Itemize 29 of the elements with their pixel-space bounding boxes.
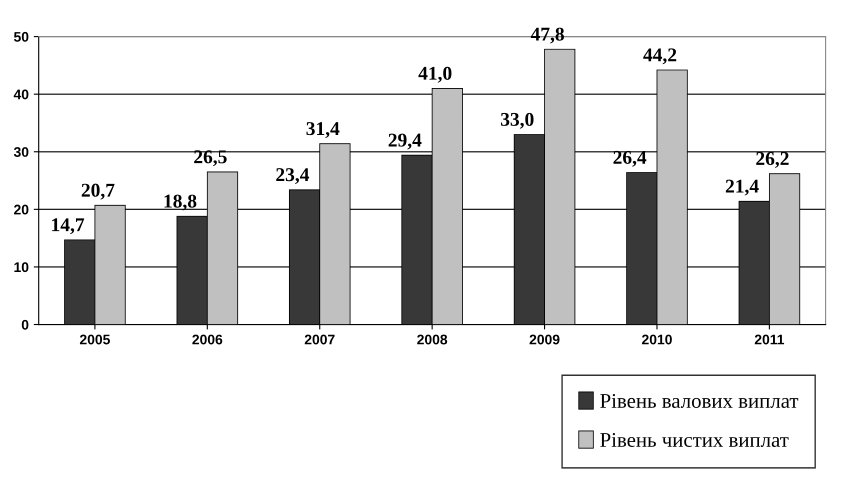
x-tick-label: 2011 [754, 334, 784, 344]
data-label: 31,4 [306, 122, 340, 138]
y-tick-label: 50 [14, 32, 28, 42]
data-label: 18,8 [164, 194, 196, 211]
y-tick-label: 30 [14, 147, 28, 157]
data-label: 44,2 [643, 48, 676, 64]
data-label: 20,7 [82, 184, 114, 200]
data-label: 47,8 [530, 28, 564, 44]
data-label: 21,4 [726, 180, 759, 196]
x-tick-label: 2007 [304, 334, 335, 344]
legend-label: Рівень валових виплат [600, 394, 798, 408]
y-tick-label: 10 [14, 262, 28, 272]
y-tick-label: 0 [22, 320, 28, 330]
x-tick-label: 2008 [417, 334, 448, 344]
x-tick-label: 2006 [192, 334, 222, 344]
x-tick-label: 2009 [530, 334, 560, 344]
data-label: 26,4 [613, 150, 646, 167]
data-label: 23,4 [276, 168, 310, 184]
data-label: 33,0 [500, 112, 534, 129]
x-tick-label: 2005 [80, 334, 110, 344]
data-label: 29,4 [388, 134, 422, 150]
data-label: 41,0 [418, 66, 452, 83]
data-label: 26,2 [756, 152, 789, 168]
data-label: 26,5 [194, 150, 227, 166]
y-tick-label: 40 [14, 90, 28, 100]
y-tick-label: 20 [14, 204, 28, 215]
x-tick-label: 2010 [642, 334, 672, 344]
legend-label: Рівень чистих виплат [600, 432, 789, 447]
data-label: 14,7 [52, 218, 84, 234]
